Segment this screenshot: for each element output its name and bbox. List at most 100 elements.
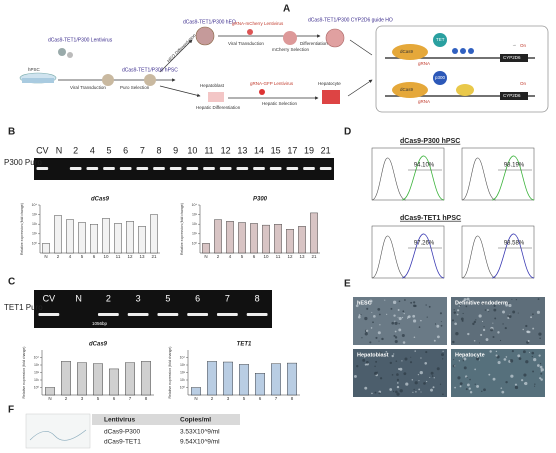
cell-speck [469, 391, 473, 394]
cell-speck [355, 304, 359, 308]
cell-speck [476, 384, 480, 388]
cell-speck [380, 355, 383, 358]
percentage: 94.10% [414, 163, 435, 169]
cell-speck [432, 386, 435, 389]
cell-speck [392, 300, 397, 304]
lane-label: 2 [73, 145, 78, 155]
band [136, 167, 149, 170]
y-tick-label: 10⁰ [192, 241, 198, 245]
percentage: 98.58% [504, 241, 525, 247]
percentage: 98.19% [504, 163, 525, 169]
cell-speck [481, 320, 484, 323]
cell-speck [419, 371, 423, 375]
cell-speck [531, 351, 535, 355]
cell-speck [501, 390, 505, 394]
bar [287, 362, 298, 396]
cell-speck [469, 378, 471, 381]
cell-speck [499, 339, 502, 342]
cell-speck [465, 388, 468, 391]
cell-speck [404, 357, 408, 361]
lane-label: 14 [254, 145, 264, 155]
flow-control [461, 235, 497, 279]
cell-speck [389, 361, 393, 365]
y-tick-label: 10¹ [32, 232, 38, 236]
cell-speck [410, 301, 413, 304]
band [253, 167, 265, 170]
bar [90, 223, 98, 254]
y-tick-label: 10⁰ [180, 385, 186, 389]
cell-speck [384, 299, 386, 301]
cell-speck [480, 333, 483, 336]
organoid [195, 26, 215, 46]
cell-speck [414, 381, 418, 385]
band [153, 167, 165, 170]
cell-speck [393, 353, 395, 355]
y-tick-label: 10⁴ [34, 355, 40, 359]
cell-speck [440, 321, 442, 323]
panel-label: B [8, 127, 15, 138]
cell-speck [366, 307, 369, 310]
x-tick-label: 3 [81, 396, 84, 401]
cell-speck [442, 358, 444, 360]
x-tick-label: 10 [263, 254, 269, 259]
x-tick-label: N [204, 254, 207, 259]
cell-speck [423, 382, 426, 385]
cell-speck [533, 385, 536, 387]
cell-speck [532, 370, 535, 373]
cell-speck [494, 317, 497, 320]
table-cell: 3.53X10^9/ml [180, 429, 220, 436]
cell-speck [466, 297, 470, 301]
band [286, 167, 299, 170]
cell-speck [394, 339, 398, 344]
micrograph [353, 297, 447, 345]
y-tick-label: 10⁰ [32, 241, 38, 245]
image-label: Definitive endoderm [455, 300, 508, 306]
bar [190, 387, 201, 396]
image-label: hESC [357, 300, 372, 306]
band [236, 167, 249, 170]
x-tick-label: N [48, 396, 51, 401]
cells [322, 90, 340, 104]
x-tick-label: 6 [253, 254, 256, 259]
cell-speck [532, 327, 535, 330]
bar [298, 226, 306, 254]
cell-speck [460, 317, 464, 321]
cell-speck [479, 359, 481, 361]
label: CYP2D6 [503, 55, 521, 60]
x-tick-label: 4 [229, 254, 232, 259]
cell-speck [401, 360, 403, 362]
label: p300 [435, 75, 446, 80]
cell-speck [531, 356, 533, 358]
bar [238, 222, 246, 254]
lane-label: 5 [106, 145, 111, 155]
micrograph [451, 297, 545, 345]
x-tick-label: N [194, 396, 197, 401]
chart-title: P300 [253, 197, 268, 203]
cell-speck [524, 382, 526, 384]
x-tick-label: 5 [81, 254, 84, 259]
chart-title: dCas9 [91, 197, 110, 203]
cell-speck [505, 380, 508, 384]
y-tick-label: 10² [192, 222, 198, 226]
cell-speck [369, 341, 372, 344]
cell-speck [417, 373, 420, 376]
cell-speck [527, 339, 530, 342]
cell-speck [437, 335, 440, 339]
cell-speck [420, 391, 422, 393]
flow-frame [371, 225, 445, 279]
cell-speck [538, 354, 541, 357]
cell-speck [478, 314, 482, 318]
cell-speck [466, 376, 468, 378]
me [452, 48, 458, 54]
cell-speck [425, 351, 428, 354]
table-header [92, 414, 240, 425]
cell-speck [375, 336, 378, 339]
label: TET [436, 37, 445, 42]
band [103, 167, 115, 170]
flow-frame [461, 147, 535, 201]
panel-label: C [8, 277, 15, 288]
dcas9 [392, 82, 428, 98]
cell-speck [528, 351, 531, 353]
cell-speck [458, 305, 460, 307]
